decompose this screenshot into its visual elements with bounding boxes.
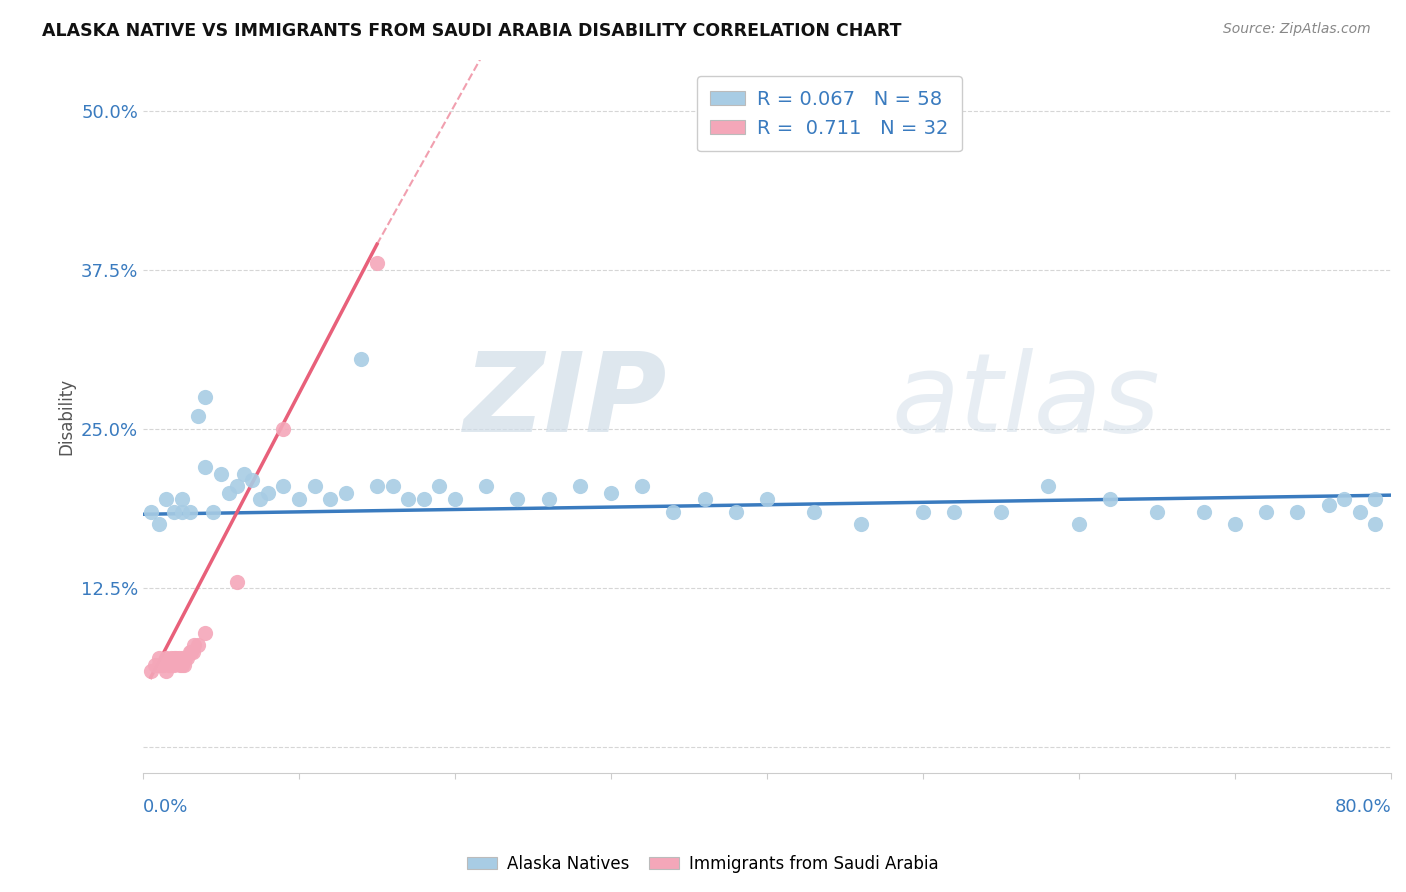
Point: [155, 651, 177, 665]
Point: [167, 651, 190, 665]
Point: [693, 491, 716, 506]
Point: [179, 645, 201, 659]
Point: [568, 479, 591, 493]
Point: [381, 479, 404, 493]
Point: [148, 657, 170, 672]
Point: [150, 657, 173, 672]
Point: [194, 460, 217, 475]
Point: [1364, 517, 1386, 532]
Point: [1333, 491, 1355, 506]
Point: [724, 505, 747, 519]
Point: [1099, 491, 1122, 506]
Point: [187, 409, 209, 424]
Text: Source: ZipAtlas.com: Source: ZipAtlas.com: [1223, 22, 1371, 37]
Point: [218, 485, 240, 500]
Point: [335, 485, 357, 500]
Point: [139, 664, 162, 678]
Point: [304, 479, 326, 493]
Point: [600, 485, 623, 500]
Point: [194, 625, 217, 640]
Text: atlas: atlas: [891, 349, 1160, 456]
Point: [225, 479, 247, 493]
Point: [849, 517, 872, 532]
Point: [170, 491, 193, 506]
Point: [1036, 479, 1059, 493]
Point: [148, 517, 170, 532]
Point: [174, 651, 197, 665]
Point: [366, 479, 388, 493]
Point: [256, 485, 278, 500]
Point: [288, 491, 311, 506]
Point: [662, 505, 685, 519]
Point: [162, 654, 184, 668]
Point: [225, 574, 247, 589]
Point: [145, 657, 167, 672]
Point: [166, 654, 188, 668]
Legend: Alaska Natives, Immigrants from Saudi Arabia: Alaska Natives, Immigrants from Saudi Ar…: [460, 848, 946, 880]
Point: [350, 351, 373, 366]
Point: [183, 639, 205, 653]
Point: [180, 645, 202, 659]
Point: [803, 505, 825, 519]
Point: [429, 479, 451, 493]
Point: [170, 657, 193, 672]
Point: [159, 657, 181, 672]
Point: [233, 467, 256, 481]
Point: [170, 505, 193, 519]
Point: [209, 467, 232, 481]
Point: [943, 505, 966, 519]
Point: [163, 505, 186, 519]
Point: [202, 505, 225, 519]
Point: [1348, 505, 1371, 519]
Point: [155, 491, 177, 506]
Point: [1067, 517, 1090, 532]
Point: [160, 651, 183, 665]
Point: [139, 505, 162, 519]
Y-axis label: Disability: Disability: [58, 377, 75, 455]
Point: [273, 422, 295, 436]
Text: 0.0%: 0.0%: [143, 798, 188, 816]
Point: [181, 645, 204, 659]
Point: [187, 639, 209, 653]
Point: [152, 657, 174, 672]
Text: ZIP: ZIP: [464, 349, 666, 456]
Point: [240, 473, 263, 487]
Legend: R = 0.067   N = 58, R =  0.711   N = 32: R = 0.067 N = 58, R = 0.711 N = 32: [697, 77, 962, 152]
Text: 80.0%: 80.0%: [1334, 798, 1391, 816]
Point: [756, 491, 779, 506]
Point: [160, 657, 183, 672]
Point: [194, 390, 217, 404]
Point: [631, 479, 654, 493]
Point: [319, 491, 342, 506]
Point: [506, 491, 529, 506]
Point: [396, 491, 419, 506]
Point: [176, 651, 198, 665]
Point: [163, 651, 186, 665]
Point: [249, 491, 271, 506]
Point: [169, 657, 191, 672]
Point: [444, 491, 467, 506]
Point: [537, 491, 560, 506]
Point: [412, 491, 434, 506]
Point: [1256, 505, 1278, 519]
Point: [475, 479, 498, 493]
Point: [165, 651, 187, 665]
Point: [1223, 517, 1246, 532]
Point: [179, 505, 201, 519]
Point: [1317, 499, 1340, 513]
Point: [163, 657, 186, 672]
Point: [273, 479, 295, 493]
Text: ALASKA NATIVE VS IMMIGRANTS FROM SAUDI ARABIA DISABILITY CORRELATION CHART: ALASKA NATIVE VS IMMIGRANTS FROM SAUDI A…: [42, 22, 901, 40]
Point: [911, 505, 934, 519]
Point: [148, 651, 170, 665]
Point: [1192, 505, 1215, 519]
Point: [1146, 505, 1168, 519]
Point: [173, 657, 195, 672]
Point: [366, 256, 388, 270]
Point: [1286, 505, 1309, 519]
Point: [155, 664, 177, 678]
Point: [1364, 491, 1386, 506]
Point: [990, 505, 1012, 519]
Point: [170, 651, 193, 665]
